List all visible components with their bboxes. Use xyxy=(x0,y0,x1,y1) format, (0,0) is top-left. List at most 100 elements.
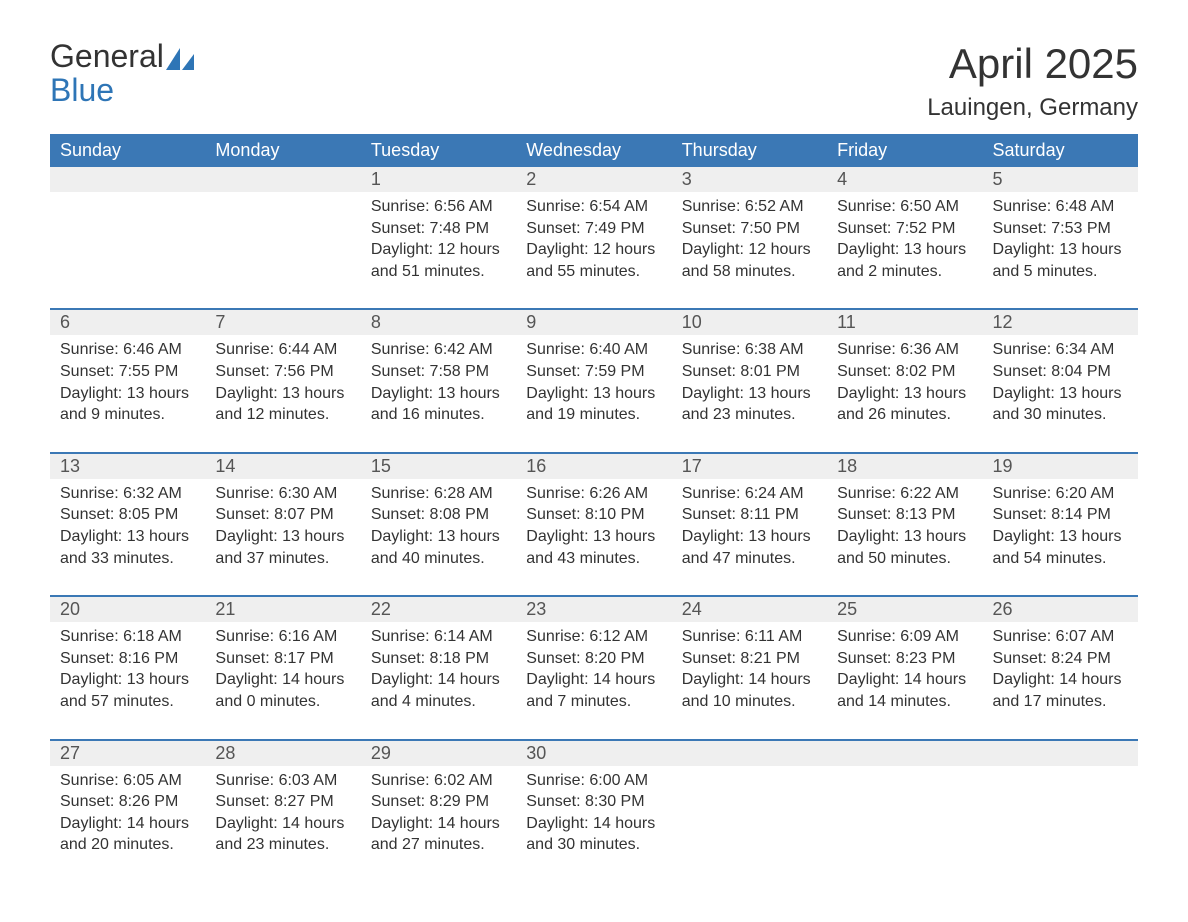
day-detail-cell: Sunrise: 6:18 AMSunset: 8:16 PMDaylight:… xyxy=(50,622,205,739)
day-detail-cell: Sunrise: 6:32 AMSunset: 8:05 PMDaylight:… xyxy=(50,479,205,596)
day-day1: Daylight: 14 hours xyxy=(371,813,506,835)
day-number-cell xyxy=(672,741,827,766)
day-number-cell: 28 xyxy=(205,741,360,766)
day-sunset: Sunset: 8:08 PM xyxy=(371,504,506,526)
day-day2: and 5 minutes. xyxy=(993,261,1128,283)
day-detail-cell xyxy=(672,766,827,882)
day-sunrise: Sunrise: 6:02 AM xyxy=(371,770,506,792)
day-detail-cell: Sunrise: 6:02 AMSunset: 8:29 PMDaylight:… xyxy=(361,766,516,882)
day-number-cell: 23 xyxy=(516,597,671,622)
day-detail-row: Sunrise: 6:18 AMSunset: 8:16 PM Daylight:… xyxy=(50,622,1138,739)
day-number-cell: 22 xyxy=(361,597,516,622)
day-sunset: Sunset: 8:27 PM xyxy=(215,791,350,813)
day-detail-cell: Sunrise: 6:11 AMSunset: 8:21 PMDaylight:… xyxy=(672,622,827,739)
day-day1: Daylight: 13 hours xyxy=(526,383,661,405)
day-day2: and 58 minutes. xyxy=(682,261,817,283)
day-day2: and 19 minutes. xyxy=(526,404,661,426)
day-sunrise: Sunrise: 6:28 AM xyxy=(371,483,506,505)
day-number-cell xyxy=(983,741,1138,766)
day-day1: Daylight: 14 hours xyxy=(682,669,817,691)
day-sunset: Sunset: 8:16 PM xyxy=(60,648,195,670)
day-sunset: Sunset: 7:53 PM xyxy=(993,218,1128,240)
day-sunrise: Sunrise: 6:26 AM xyxy=(526,483,661,505)
day-sunrise: Sunrise: 6:12 AM xyxy=(526,626,661,648)
day-number-cell: 16 xyxy=(516,454,671,479)
day-day1: Daylight: 12 hours xyxy=(682,239,817,261)
day-sunrise: Sunrise: 6:24 AM xyxy=(682,483,817,505)
day-day1: Daylight: 13 hours xyxy=(60,526,195,548)
day-number-cell: 13 xyxy=(50,454,205,479)
day-sunset: Sunset: 7:49 PM xyxy=(526,218,661,240)
day-day2: and 20 minutes. xyxy=(60,834,195,856)
day-detail-cell: Sunrise: 6:28 AMSunset: 8:08 PMDaylight:… xyxy=(361,479,516,596)
day-number-cell: 4 xyxy=(827,167,982,192)
day-sunset: Sunset: 8:13 PM xyxy=(837,504,972,526)
day-number-row: 12345 xyxy=(50,167,1138,192)
day-sunrise: Sunrise: 6:48 AM xyxy=(993,196,1128,218)
day-day1: Daylight: 13 hours xyxy=(215,526,350,548)
day-day1: Daylight: 14 hours xyxy=(371,669,506,691)
day-sunrise: Sunrise: 6:05 AM xyxy=(60,770,195,792)
day-number-cell xyxy=(50,167,205,192)
day-sunset: Sunset: 8:14 PM xyxy=(993,504,1128,526)
day-detail-cell: Sunrise: 6:34 AMSunset: 8:04 PMDaylight:… xyxy=(983,335,1138,452)
day-sunrise: Sunrise: 6:20 AM xyxy=(993,483,1128,505)
day-header: Tuesday xyxy=(361,134,516,167)
day-sunrise: Sunrise: 6:46 AM xyxy=(60,339,195,361)
day-day2: and 43 minutes. xyxy=(526,548,661,570)
day-day2: and 26 minutes. xyxy=(837,404,972,426)
day-sunrise: Sunrise: 6:38 AM xyxy=(682,339,817,361)
day-day1: Daylight: 13 hours xyxy=(837,239,972,261)
day-detail-cell: Sunrise: 6:05 AMSunset: 8:26 PMDaylight:… xyxy=(50,766,205,882)
day-sunrise: Sunrise: 6:09 AM xyxy=(837,626,972,648)
day-day1: Daylight: 13 hours xyxy=(993,239,1128,261)
day-sunrise: Sunrise: 6:18 AM xyxy=(60,626,195,648)
day-number-cell: 2 xyxy=(516,167,671,192)
day-sunrise: Sunrise: 6:42 AM xyxy=(371,339,506,361)
day-day2: and 50 minutes. xyxy=(837,548,972,570)
day-detail-cell: Sunrise: 6:36 AMSunset: 8:02 PMDaylight:… xyxy=(827,335,982,452)
day-number-cell: 7 xyxy=(205,310,360,335)
day-sunset: Sunset: 7:50 PM xyxy=(682,218,817,240)
calendar-head: SundayMondayTuesdayWednesdayThursdayFrid… xyxy=(50,134,1138,167)
day-day2: and 30 minutes. xyxy=(526,834,661,856)
brand-sail-icon xyxy=(166,48,194,70)
day-day1: Daylight: 13 hours xyxy=(526,526,661,548)
day-detail-cell xyxy=(983,766,1138,882)
day-day1: Daylight: 13 hours xyxy=(682,383,817,405)
day-sunset: Sunset: 8:21 PM xyxy=(682,648,817,670)
day-detail-cell: Sunrise: 6:26 AMSunset: 8:10 PMDaylight:… xyxy=(516,479,671,596)
calendar-table: SundayMondayTuesdayWednesdayThursdayFrid… xyxy=(50,134,1138,882)
day-detail-cell: Sunrise: 6:07 AMSunset: 8:24 PMDaylight:… xyxy=(983,622,1138,739)
day-day1: Daylight: 13 hours xyxy=(993,383,1128,405)
day-day1: Daylight: 14 hours xyxy=(60,813,195,835)
day-day1: Daylight: 14 hours xyxy=(215,813,350,835)
day-day2: and 23 minutes. xyxy=(215,834,350,856)
day-sunrise: Sunrise: 6:00 AM xyxy=(526,770,661,792)
day-header: Wednesday xyxy=(516,134,671,167)
day-number-cell: 9 xyxy=(516,310,671,335)
day-day2: and 27 minutes. xyxy=(371,834,506,856)
day-detail-cell: Sunrise: 6:00 AMSunset: 8:30 PMDaylight:… xyxy=(516,766,671,882)
day-detail-row: Sunrise: 6:05 AMSunset: 8:26 PMDaylight:… xyxy=(50,766,1138,882)
day-number-cell: 20 xyxy=(50,597,205,622)
day-day1: Daylight: 13 hours xyxy=(837,526,972,548)
day-sunset: Sunset: 8:29 PM xyxy=(371,791,506,813)
day-sunrise: Sunrise: 6:32 AM xyxy=(60,483,195,505)
day-detail-cell xyxy=(827,766,982,882)
day-detail-row: Sunrise: 6:56 AMSunset: 7:48 PMDaylight:… xyxy=(50,192,1138,309)
day-detail-cell xyxy=(50,192,205,309)
day-sunset: Sunset: 8:23 PM xyxy=(837,648,972,670)
day-number-cell: 5 xyxy=(983,167,1138,192)
day-detail-cell: Sunrise: 6:54 AMSunset: 7:49 PMDaylight:… xyxy=(516,192,671,309)
day-sunset: Sunset: 8:30 PM xyxy=(526,791,661,813)
day-sunrise: Sunrise: 6:16 AM xyxy=(215,626,350,648)
day-day2: and 16 minutes. xyxy=(371,404,506,426)
day-sunrise: Sunrise: 6:56 AM xyxy=(371,196,506,218)
day-sunset: Sunset: 8:02 PM xyxy=(837,361,972,383)
day-number-cell: 18 xyxy=(827,454,982,479)
day-number-cell: 10 xyxy=(672,310,827,335)
day-day2: and 7 minutes. xyxy=(526,691,661,713)
day-detail-cell: Sunrise: 6:56 AMSunset: 7:48 PMDaylight:… xyxy=(361,192,516,309)
day-number-cell: 8 xyxy=(361,310,516,335)
